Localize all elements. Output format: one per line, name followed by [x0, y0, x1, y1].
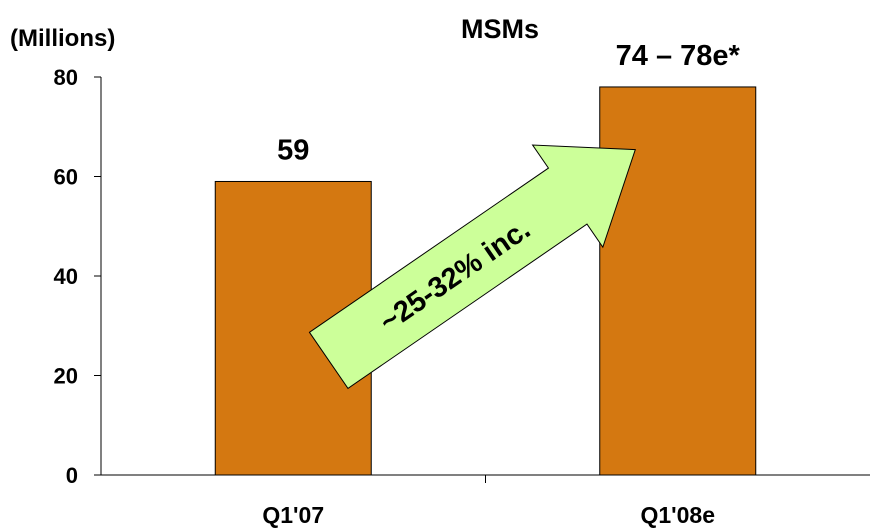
x-category-label: Q1'07 — [262, 502, 324, 528]
growth-arrow-shape — [308, 144, 636, 390]
x-ticks: Q1'07 Q1'08e — [262, 475, 715, 528]
x-category-label: Q1'08e — [640, 502, 715, 528]
bar-value-label: 74 – 78e* — [616, 40, 741, 72]
y-tick-label: 60 — [54, 165, 78, 190]
y-tick-label: 80 — [54, 65, 78, 90]
y-tick-label: 20 — [54, 364, 78, 389]
y-ticks: 0 20 40 60 80 — [54, 65, 101, 488]
bar — [599, 86, 757, 476]
chart-title: MSMs — [461, 14, 539, 44]
y-tick-label: 40 — [54, 264, 78, 289]
y-axis-title: (Millions) — [10, 25, 115, 52]
y-tick-label: 0 — [66, 463, 78, 488]
bars-layer: 59 74 – 78e* — [214, 40, 757, 476]
bar-value-label: 59 — [277, 134, 309, 166]
